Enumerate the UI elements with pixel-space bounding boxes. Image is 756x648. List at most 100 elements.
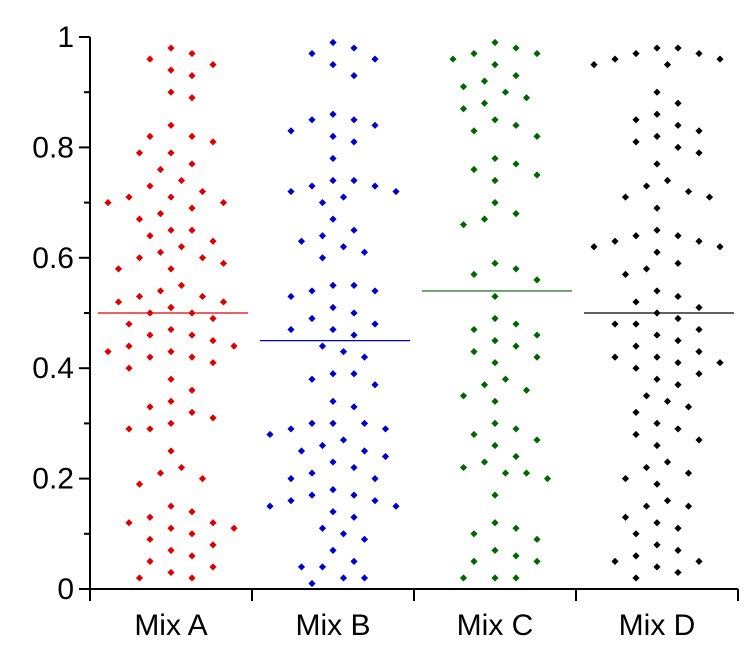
data-point [522,469,531,477]
data-point [695,149,703,157]
data-point [533,353,541,361]
data-point [642,502,651,510]
series-mix-c [422,38,572,582]
data-point [308,116,316,124]
data-point [297,447,306,455]
data-point [329,154,337,163]
data-point [146,232,154,240]
data-point [198,187,207,196]
data-point [188,408,196,416]
data-point [198,475,207,483]
data-point [512,210,520,218]
data-point [663,497,672,505]
data-point [167,265,175,273]
data-point [209,314,217,323]
data-point [318,254,327,262]
data-point [167,303,175,312]
data-point [705,193,714,201]
data-point [674,425,682,433]
data-point [156,287,165,295]
data-point [695,370,703,378]
data-point [653,441,661,450]
data-point [491,116,499,124]
data-point [533,535,541,543]
data-point [167,447,175,455]
data-point [125,425,133,433]
data-point [663,397,672,405]
data-point [632,232,640,240]
data-point [219,259,228,267]
data-point [350,226,358,234]
data-point [308,419,316,427]
data-point [653,204,661,212]
data-point [156,469,165,477]
data-point [653,541,661,549]
data-point [695,49,703,58]
data-point [512,452,520,461]
data-point [533,132,541,140]
data-point [360,419,369,427]
data-point [339,243,348,251]
data-point [674,232,682,240]
data-point [339,348,348,356]
data-point [167,524,175,532]
data-point [611,320,619,328]
data-point [371,287,379,295]
data-point [653,331,661,339]
data-point [188,226,196,234]
data-point [360,353,369,361]
data-point [135,215,144,223]
data-point [350,557,358,565]
data-point [287,127,295,135]
series-mix-b [260,38,410,588]
data-point [167,546,175,554]
data-point [663,61,672,69]
y-tick-label: 0.4 [32,352,74,385]
data-point [114,265,123,273]
data-point [491,337,499,345]
data-point [146,425,154,433]
data-point [674,337,682,345]
data-point [653,519,661,527]
data-point [632,49,640,58]
data-point [350,116,358,124]
data-point [470,127,478,135]
data-point [674,121,682,129]
data-point [611,237,619,245]
data-point [501,88,510,96]
data-point [642,463,651,472]
data-point [156,210,165,218]
data-point [533,276,541,284]
data-point [533,331,541,339]
data-point [188,309,196,317]
data-point [522,386,531,394]
data-point [684,403,693,411]
data-point [632,552,640,560]
data-point [491,546,499,554]
data-point [632,430,640,439]
data-point [209,519,217,527]
data-point [632,320,640,328]
data-point [642,392,651,400]
data-point [470,530,478,538]
data-point [266,430,274,439]
data-point [684,502,693,510]
data-point [329,281,337,289]
data-point [684,469,693,477]
data-point [287,187,295,196]
data-point [533,557,541,565]
data-point [167,348,175,356]
data-point [146,132,154,140]
data-point [360,535,369,543]
data-point [480,215,489,223]
data-point [188,72,196,80]
data-point [381,425,390,433]
data-point [209,237,217,245]
data-point [459,463,468,472]
data-point [533,171,541,179]
data-point [329,325,337,334]
data-point [695,436,703,444]
data-point [653,160,661,168]
data-point [695,557,703,565]
data-point [360,574,369,582]
